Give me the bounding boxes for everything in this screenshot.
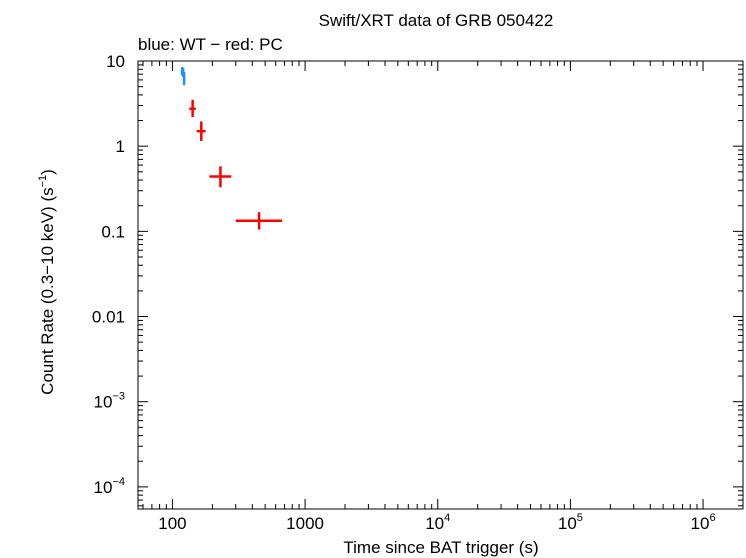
- x-axis-label: Time since BAT trigger (s): [343, 538, 538, 557]
- x-tick-label-base: 10: [691, 514, 710, 533]
- y-axis-label-main: Count Rate (0.3−10 keV) (s: [38, 187, 57, 394]
- y-tick-label-base: 10: [106, 52, 125, 71]
- data-point-pc: [235, 212, 283, 230]
- y-tick-label: 10−4: [94, 476, 125, 497]
- y-tick-label-base: 0.1: [101, 222, 125, 241]
- x-tick-label-exp: 6: [709, 512, 715, 524]
- y-axis-label: Count Rate (0.3−10 keV) (s−1): [37, 169, 57, 395]
- x-tick-label: 100: [158, 514, 186, 533]
- x-tick-label-base: 1000: [286, 514, 324, 533]
- y-tick-label-base: 1: [116, 137, 125, 156]
- x-tick-label-exp: 4: [444, 512, 450, 524]
- y-tick-label: 1: [116, 137, 125, 156]
- chart-title: Swift/XRT data of GRB 050422: [319, 11, 554, 30]
- x-tick-label: 106: [691, 512, 716, 533]
- y-tick-label-exp: −4: [112, 476, 125, 488]
- y-axis-label-sup: −1: [37, 175, 49, 188]
- data-point-pc: [196, 121, 206, 142]
- y-axis-label-end: ): [38, 169, 57, 175]
- x-tick-label: 1000: [286, 514, 324, 533]
- y-tick-label: 10−3: [94, 391, 125, 412]
- y-tick-label: 10: [106, 52, 125, 71]
- y-tick-label: 0.01: [92, 308, 125, 327]
- data-points: [180, 67, 283, 230]
- x-tick-label: 105: [558, 512, 583, 533]
- x-tick-label-base: 10: [425, 514, 444, 533]
- y-tick-label: 0.1: [101, 222, 125, 241]
- data-point-pc: [189, 99, 196, 118]
- y-tick-label-base: 10: [94, 393, 113, 412]
- x-tick-label-exp: 5: [577, 512, 583, 524]
- x-tick-label-base: 10: [558, 514, 577, 533]
- data-point-wt: [182, 72, 186, 86]
- y-tick-label-exp: −3: [112, 391, 125, 403]
- x-tick-label-base: 100: [158, 514, 186, 533]
- y-tick-label-base: 10: [94, 478, 113, 497]
- y-tick-label-base: 0.01: [92, 308, 125, 327]
- x-tick-label: 104: [425, 512, 450, 533]
- data-point-pc: [209, 166, 232, 188]
- plot-frame: [137, 60, 744, 510]
- chart-subtitle: blue: WT − red: PC: [138, 35, 283, 54]
